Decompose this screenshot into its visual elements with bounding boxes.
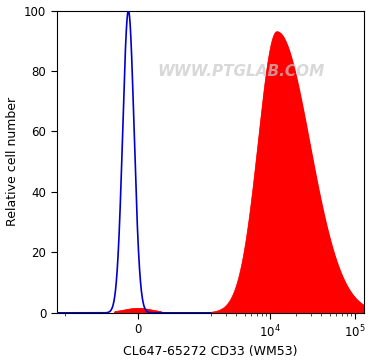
Text: WWW.PTGLAB.COM: WWW.PTGLAB.COM: [157, 64, 324, 79]
Y-axis label: Relative cell number: Relative cell number: [6, 97, 19, 226]
X-axis label: CL647-65272 CD33 (WM53): CL647-65272 CD33 (WM53): [123, 345, 298, 359]
